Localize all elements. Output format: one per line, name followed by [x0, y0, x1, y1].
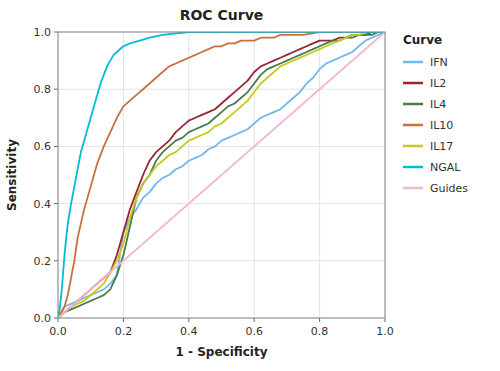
tick-mark — [54, 89, 58, 90]
grid-line — [123, 32, 124, 318]
grid-line — [58, 260, 385, 261]
tick-mark — [54, 203, 58, 204]
legend-swatch — [403, 82, 423, 85]
tick-label: 0.8 — [34, 83, 52, 96]
legend-label: IL4 — [430, 98, 446, 111]
grid — [58, 32, 385, 318]
plot-frame — [58, 32, 385, 318]
legend-label: IL10 — [430, 119, 453, 132]
legend-label: IL17 — [430, 140, 453, 153]
plot-background — [58, 32, 385, 318]
axes: 0.0 0.2 0.4 0.6 0.8 1.0 0.0 0.2 0.4 0.6 0.8 1.0 — [34, 26, 394, 338]
legend-label: NGAL — [430, 161, 461, 174]
legend-label: Guides — [430, 182, 468, 195]
tick-label: 0.2 — [115, 325, 133, 338]
series-line — [58, 32, 385, 318]
y-axis-label: Sensitivity — [5, 139, 19, 211]
series-line — [58, 32, 385, 318]
tick-mark — [123, 318, 124, 322]
series-line — [58, 32, 385, 318]
tick-label: 0.0 — [34, 312, 52, 325]
legend: Curve IFN IL2 IL4 IL10 IL17 NGAL Guides — [403, 33, 468, 195]
tick-label: 0.0 — [49, 325, 67, 338]
tick-mark — [188, 318, 189, 322]
grid-line — [319, 32, 320, 318]
tick-mark — [54, 32, 58, 33]
series-lines — [58, 32, 385, 318]
grid-line — [58, 203, 385, 204]
tick-mark — [254, 318, 255, 322]
legend-swatch — [403, 103, 423, 106]
grid-line — [58, 146, 385, 147]
grid-line — [254, 32, 255, 318]
legend-swatch — [403, 124, 423, 127]
legend-swatch — [403, 145, 423, 148]
legend-title: Curve — [403, 33, 442, 47]
tick-mark — [58, 318, 59, 322]
grid-line — [58, 89, 385, 90]
legend-swatch — [403, 187, 423, 190]
tick-label: 1.0 — [376, 325, 394, 338]
grid-line — [188, 32, 189, 318]
chart-title: ROC Curve — [180, 7, 264, 23]
legend-swatch — [403, 61, 423, 64]
tick-label: 0.4 — [180, 325, 198, 338]
legend-swatch — [403, 166, 423, 169]
legend-label: IFN — [430, 56, 448, 69]
series-line — [58, 32, 385, 318]
tick-label: 0.4 — [34, 198, 52, 211]
tick-mark — [54, 146, 58, 147]
chart: 0.0 0.2 0.4 0.6 0.8 1.0 0.0 0.2 0.4 0.6 0.8 1.0 ROC … — [0, 0, 500, 371]
tick-label: 0.8 — [311, 325, 329, 338]
tick-label: 0.2 — [34, 255, 52, 268]
series-line — [58, 32, 385, 318]
tick-mark — [54, 260, 58, 261]
tick-mark — [385, 318, 386, 322]
tick-mark — [54, 318, 58, 319]
tick-label: 0.6 — [245, 325, 263, 338]
series-line — [58, 32, 385, 318]
tick-label: 1.0 — [34, 26, 52, 39]
x-axis-label: 1 - Specificity — [176, 345, 268, 359]
legend-label: IL2 — [430, 77, 446, 90]
series-line — [58, 32, 385, 318]
tick-mark — [319, 318, 320, 322]
tick-label: 0.6 — [34, 140, 52, 153]
